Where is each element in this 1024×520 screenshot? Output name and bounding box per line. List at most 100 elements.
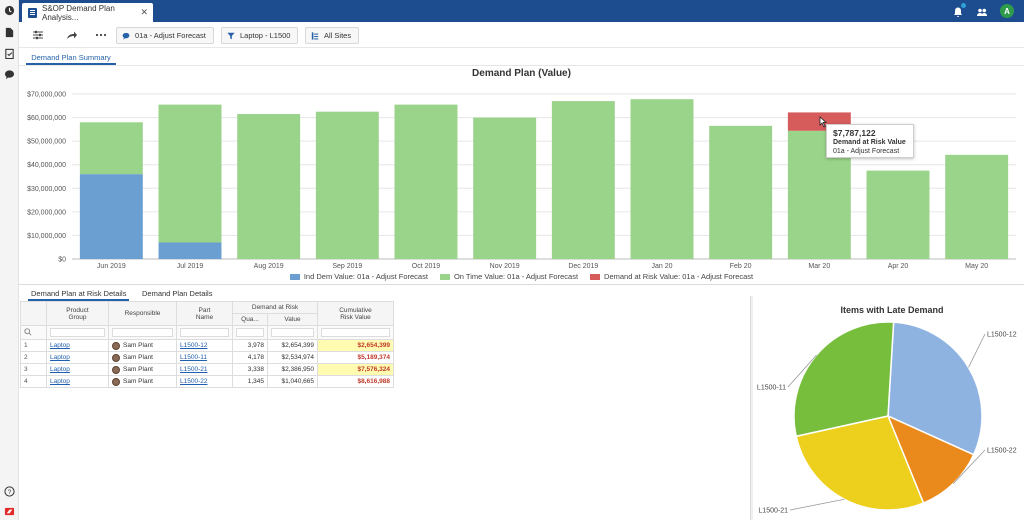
row-number: 1 [20,339,47,352]
document-tab[interactable]: S&OP Demand Plan Analysis... ✕ [22,3,153,22]
filter-search-cell [20,325,47,340]
sliders-icon[interactable] [32,29,44,41]
filter-part-name[interactable] [176,325,233,340]
pie-leader-line [952,449,986,484]
column-header-quantity[interactable]: Qua... [232,313,268,326]
bar-segment[interactable] [315,111,379,259]
column-header-cumulative-risk-value[interactable]: Cumulative Risk Value [317,301,394,326]
pie-slice[interactable] [795,415,925,511]
users-icon[interactable] [976,5,988,17]
bar-segment[interactable] [945,154,1009,259]
column-header-responsible[interactable]: Responsible [108,301,177,326]
bar-segment[interactable] [79,174,143,259]
titlebar-actions: A [952,3,1014,18]
bar-segment[interactable] [473,117,537,259]
search-icon [24,327,32,336]
help-icon[interactable]: ? [4,486,15,497]
legend-swatch [439,273,450,280]
pie-leader-line [787,354,817,388]
bar-segment[interactable] [158,242,222,260]
value-cell: $2,534,974 [267,351,318,364]
y-tick-label: $20,000,000 [27,209,66,216]
tooltip-value: $7,787,122 [833,128,876,138]
product-group-link[interactable]: Laptop [50,378,70,385]
more-options-icon[interactable] [95,29,107,41]
filter-quantity[interactable] [232,325,268,340]
column-header-part-name[interactable]: Part Name [176,301,233,326]
row-number: 4 [20,375,47,388]
cumulative-risk-cell: $8,616,988 [357,378,390,385]
row-number: 3 [24,366,28,373]
responsible-cell: Sam Plant [123,354,153,361]
legend-item-on-time[interactable]: On Time Value: 01a - Adjust Forecast [439,272,578,281]
user-avatar[interactable]: A [1000,4,1014,18]
product-group-link[interactable]: Laptop [50,354,70,361]
x-tick-label: Dec 2019 [568,263,598,270]
product-group-cell: Laptop [46,363,109,376]
filter-value[interactable] [267,325,318,340]
user-avatar-icon [112,377,120,386]
part-name-link[interactable]: L1500-12 [180,342,208,349]
filter-chip-label: Laptop - L1500 [240,31,291,40]
header-text: Responsible [124,310,161,317]
value-cell: $1,040,665 [281,378,314,385]
responsible-cell: Sam Plant [108,375,177,388]
scenario-chip[interactable]: 01a - Adjust Forecast [116,27,214,44]
table-row[interactable]: 4 Laptop Sam Plant L1500-22 1,345 $1,040,665 $… [20,375,394,388]
bar-segment[interactable] [394,104,458,259]
bar-segment[interactable] [866,170,930,259]
pie-slice-label: L1500-22 [987,448,1017,455]
responsible-cell: Sam Plant [123,378,153,385]
document-tab-title: S&OP Demand Plan Analysis... [42,3,115,22]
user-avatar-icon [112,341,120,350]
value-cell: $2,386,950 [281,366,314,373]
site-chip[interactable]: All Sites [305,27,360,44]
filter-cumulative[interactable] [317,325,394,340]
chat-icon[interactable] [4,69,15,80]
bar-segment[interactable] [237,114,301,260]
tab-demand-plan-details[interactable]: Demand Plan Details [142,289,213,298]
filter-responsible[interactable] [108,325,177,340]
pie-slice[interactable] [793,321,895,438]
divider [19,65,1024,66]
responsible-cell: Sam Plant [108,363,177,376]
bar-segment[interactable] [551,101,615,259]
table-row[interactable]: 2 Laptop Sam Plant L1500-11 4,178 $2,534,974 $… [20,351,394,364]
pie-slice[interactable] [887,321,983,456]
title-bar: S&OP Demand Plan Analysis... ✕ A [19,0,1024,22]
part-name-link[interactable]: L1500-22 [180,378,208,385]
tab-demand-plan-summary[interactable]: Demand Plan Summary [26,51,116,65]
vertical-splitter[interactable] [750,296,753,520]
legend-item-ind-dem[interactable]: Ind Dem Value: 01a - Adjust Forecast [289,272,428,281]
cumulative-risk-cell: $2,654,399 [317,339,394,352]
filter-product-group[interactable] [46,325,109,340]
bar-segment[interactable] [79,122,143,175]
product-group-cell: Laptop [46,375,109,388]
table-body: 1 Laptop Sam Plant L1500-12 3,978 $2,654,399 $… [20,339,394,388]
table-row[interactable]: 3 Laptop Sam Plant L1500-21 3,338 $2,386,950 $… [20,363,394,376]
share-arrow-icon[interactable] [66,29,78,41]
product-group-link[interactable]: Laptop [50,366,70,373]
filter-chip[interactable]: Laptop - L1500 [221,27,299,44]
x-tick-label: Jul 2019 [177,263,204,270]
pie-slice[interactable] [886,414,975,505]
clock-icon[interactable] [4,5,15,16]
document-icon[interactable] [4,27,15,38]
tab-demand-plan-at-risk-details[interactable]: Demand Plan at Risk Details [28,289,130,301]
clipboard-check-icon[interactable] [4,48,15,59]
close-tab-icon[interactable]: ✕ [140,7,148,17]
responsible-cell: Sam Plant [108,351,177,364]
bar-segment[interactable] [158,104,222,243]
bar-segment[interactable] [630,99,694,259]
table-row[interactable]: 1 Laptop Sam Plant L1500-12 3,978 $2,654,399 $… [20,339,394,352]
row-number: 3 [20,363,47,376]
column-header-product-group[interactable]: Product Group [46,301,109,326]
column-header-value[interactable]: Value [267,313,318,326]
bar-segment[interactable] [709,125,773,259]
legend-item-demand-at-risk[interactable]: Demand at Risk Value: 01a - Adjust Forec… [590,272,753,281]
panel-splitter[interactable] [19,284,1024,285]
product-group-link[interactable]: Laptop [50,342,70,349]
notifications-icon[interactable] [952,3,966,17]
part-name-link[interactable]: L1500-21 [180,366,208,373]
part-name-link[interactable]: L1500-11 [180,354,207,361]
